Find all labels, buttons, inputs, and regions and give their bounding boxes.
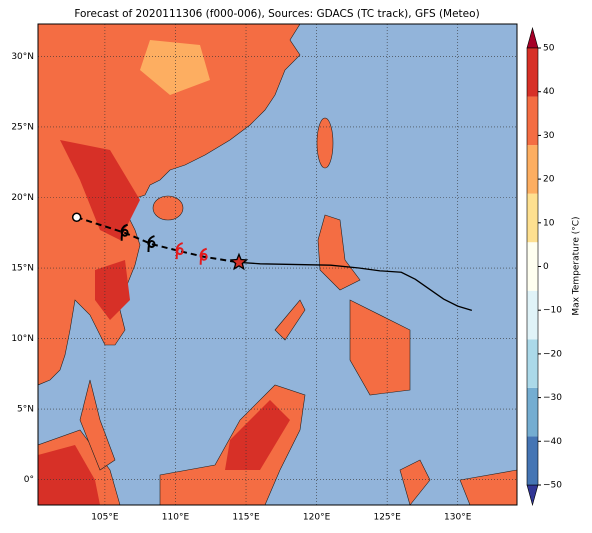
colorbar-tick-label: −40 — [543, 437, 562, 447]
colorbar-band — [527, 339, 538, 388]
y-tick-label: 10°N — [11, 334, 34, 344]
y-tick-label: 30°N — [11, 52, 34, 62]
colorbar-tick-label: 20 — [543, 175, 555, 185]
colorbar-tick-label: 10 — [543, 218, 555, 228]
track-forecast — [76, 216, 240, 264]
y-tick-label: 5°N — [17, 405, 34, 415]
y-tick-label: 15°N — [11, 264, 34, 274]
colorbar-extend — [526, 26, 539, 49]
map-frame — [37, 23, 518, 506]
colorbar-tick-label: −10 — [543, 306, 562, 316]
colorbar-tick-label: 40 — [543, 87, 555, 97]
colorbar-extend — [526, 484, 539, 507]
colorbar-tick-label: −20 — [543, 349, 562, 359]
colorbar-band — [527, 290, 538, 340]
colorbar-band — [527, 96, 538, 146]
y-tick-label: 20°N — [11, 193, 34, 203]
colorbar-band — [527, 48, 538, 97]
colorbar-band — [527, 387, 538, 437]
track-observed — [238, 261, 473, 311]
x-tick-label: 115°E — [232, 513, 260, 523]
x-tick-label: 125°E — [373, 513, 401, 523]
track-point — [175, 242, 184, 260]
colorbar-tick-label: −30 — [543, 393, 562, 403]
colorbar-tick-label: 0 — [543, 262, 549, 272]
colorbar-tick-label: 30 — [543, 131, 555, 141]
track-point — [120, 223, 129, 241]
colorbar-band — [527, 242, 538, 291]
x-tick-label: 110°E — [162, 513, 190, 523]
y-tick-label: 0° — [24, 475, 34, 485]
track-point — [199, 247, 208, 265]
land — [38, 24, 517, 505]
colorbar-tick-label: −50 — [543, 481, 562, 491]
map-title: Forecast of 2020111306 (f000-006), Sourc… — [74, 8, 479, 20]
colorbar-band — [527, 436, 538, 485]
colorbar-label: Max Temperature (°C) — [572, 216, 582, 315]
colorbar-band — [527, 193, 538, 243]
x-tick-label: 120°E — [303, 513, 331, 523]
track-point — [147, 235, 156, 253]
track-point — [71, 212, 82, 222]
colorbar-tick-label: 50 — [543, 44, 555, 54]
colorbar-band — [527, 145, 538, 194]
y-tick-label: 25°N — [11, 122, 34, 132]
x-tick-label: 105°E — [91, 513, 119, 523]
track-point — [229, 252, 249, 271]
x-tick-label: 130°E — [444, 513, 472, 523]
